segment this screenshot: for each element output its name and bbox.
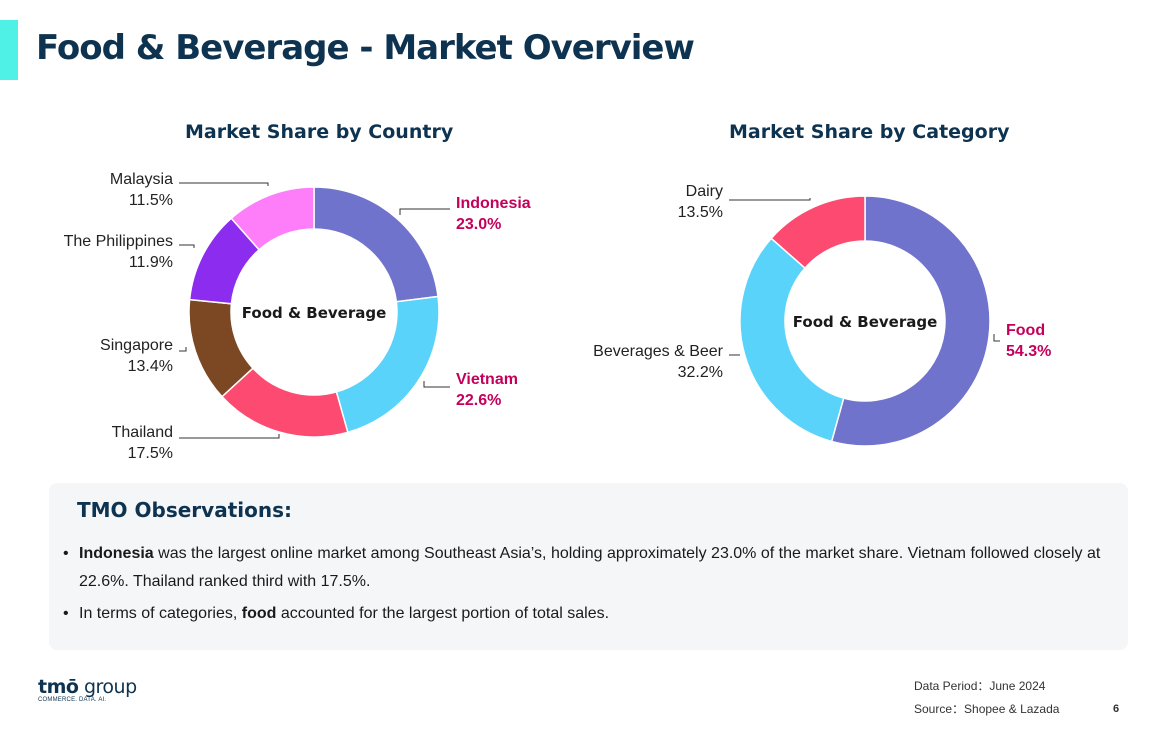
category-chart-title: Market Share by Category (729, 121, 1010, 143)
slice-value-vietnam: 22.6% (456, 392, 501, 409)
slice-label-the-philippines: The Philippines (64, 233, 173, 250)
observations-panel: TMO Observations: Indonesia was the larg… (49, 483, 1128, 650)
donut-slice-malaysia (230, 186, 315, 251)
slice-label-malaysia: Malaysia (110, 171, 173, 188)
slice-value-indonesia: 23.0% (456, 216, 501, 233)
donut-center-label-1: Food & Beverage (242, 304, 387, 322)
leader-line-singapore (179, 347, 187, 352)
slice-value-singapore: 13.4% (128, 358, 173, 375)
slice-value-thailand: 17.5% (128, 445, 173, 462)
leader-line-dairy (729, 198, 811, 201)
slice-label-dairy: Dairy (686, 183, 723, 200)
data-period: Data Period：June 2024 (914, 679, 1046, 693)
observation-2-text: accounted for the largest portion of tot… (276, 605, 610, 622)
donut-slice-food (830, 195, 991, 447)
leader-line-thailand (179, 434, 280, 439)
slice-value-food: 54.3% (1006, 343, 1051, 360)
country-chart-title: Market Share by Country (185, 121, 454, 143)
tmo-group-logo: tmō group COMMERCE. DATA. AI. (38, 676, 137, 703)
observations-list: Indonesia was the largest online market … (63, 540, 1103, 632)
observations-title: TMO Observations: (77, 498, 292, 522)
leader-line-food (993, 334, 1000, 342)
observation-1-bold: Indonesia (79, 545, 154, 562)
observation-item-1: Indonesia was the largest online market … (63, 540, 1103, 596)
logo-wordmark: tmō group (38, 676, 137, 698)
observation-1-text: was the largest online market among Sout… (79, 545, 1101, 590)
accent-bar (0, 20, 18, 80)
slice-label-thailand: Thailand (112, 424, 173, 441)
page-title: Food & Beverage - Market Overview (36, 28, 695, 68)
leader-line-malaysia (179, 182, 269, 186)
data-source: Source：Shopee & Lazada (914, 702, 1060, 716)
leader-line-indonesia (399, 208, 450, 215)
slice-value-malaysia: 11.5% (129, 192, 173, 209)
slice-label-food: Food (1006, 322, 1045, 339)
slice-label-vietnam: Vietnam (456, 371, 518, 388)
slice-value-the-philippines: 11.9% (129, 254, 173, 271)
leader-line-the-philippines (179, 244, 195, 248)
donut-charts: Indonesia 23.0% Vietnam 22.6% Thailand 17.5% S… (64, 171, 1052, 462)
logo-tagline: COMMERCE. DATA. AI. (38, 697, 107, 703)
page-number: 6 (1113, 703, 1120, 715)
slice-value-dairy: 13.5% (678, 204, 723, 221)
observation-2-bold: food (241, 605, 277, 622)
logo-brand: tmō (38, 676, 79, 698)
slice-label-indonesia: Indonesia (456, 195, 531, 212)
slice-label-beverages-beer: Beverages & Beer (593, 343, 724, 360)
slice-label-singapore: Singapore (100, 337, 173, 354)
donut-slice-beverages-beer (739, 237, 845, 443)
observation-item-2: In terms of categories, food accounted f… (63, 600, 1103, 628)
observation-2-pre: In terms of categories, (79, 605, 242, 622)
donut-slice-indonesia (313, 186, 439, 303)
logo-word: group (78, 676, 137, 698)
donut-slice-dairy (770, 195, 866, 270)
donut-center-label-2: Food & Beverage (793, 313, 938, 331)
slice-value-beverages-beer: 32.2% (678, 364, 723, 381)
leader-line-vietnam (423, 381, 450, 388)
